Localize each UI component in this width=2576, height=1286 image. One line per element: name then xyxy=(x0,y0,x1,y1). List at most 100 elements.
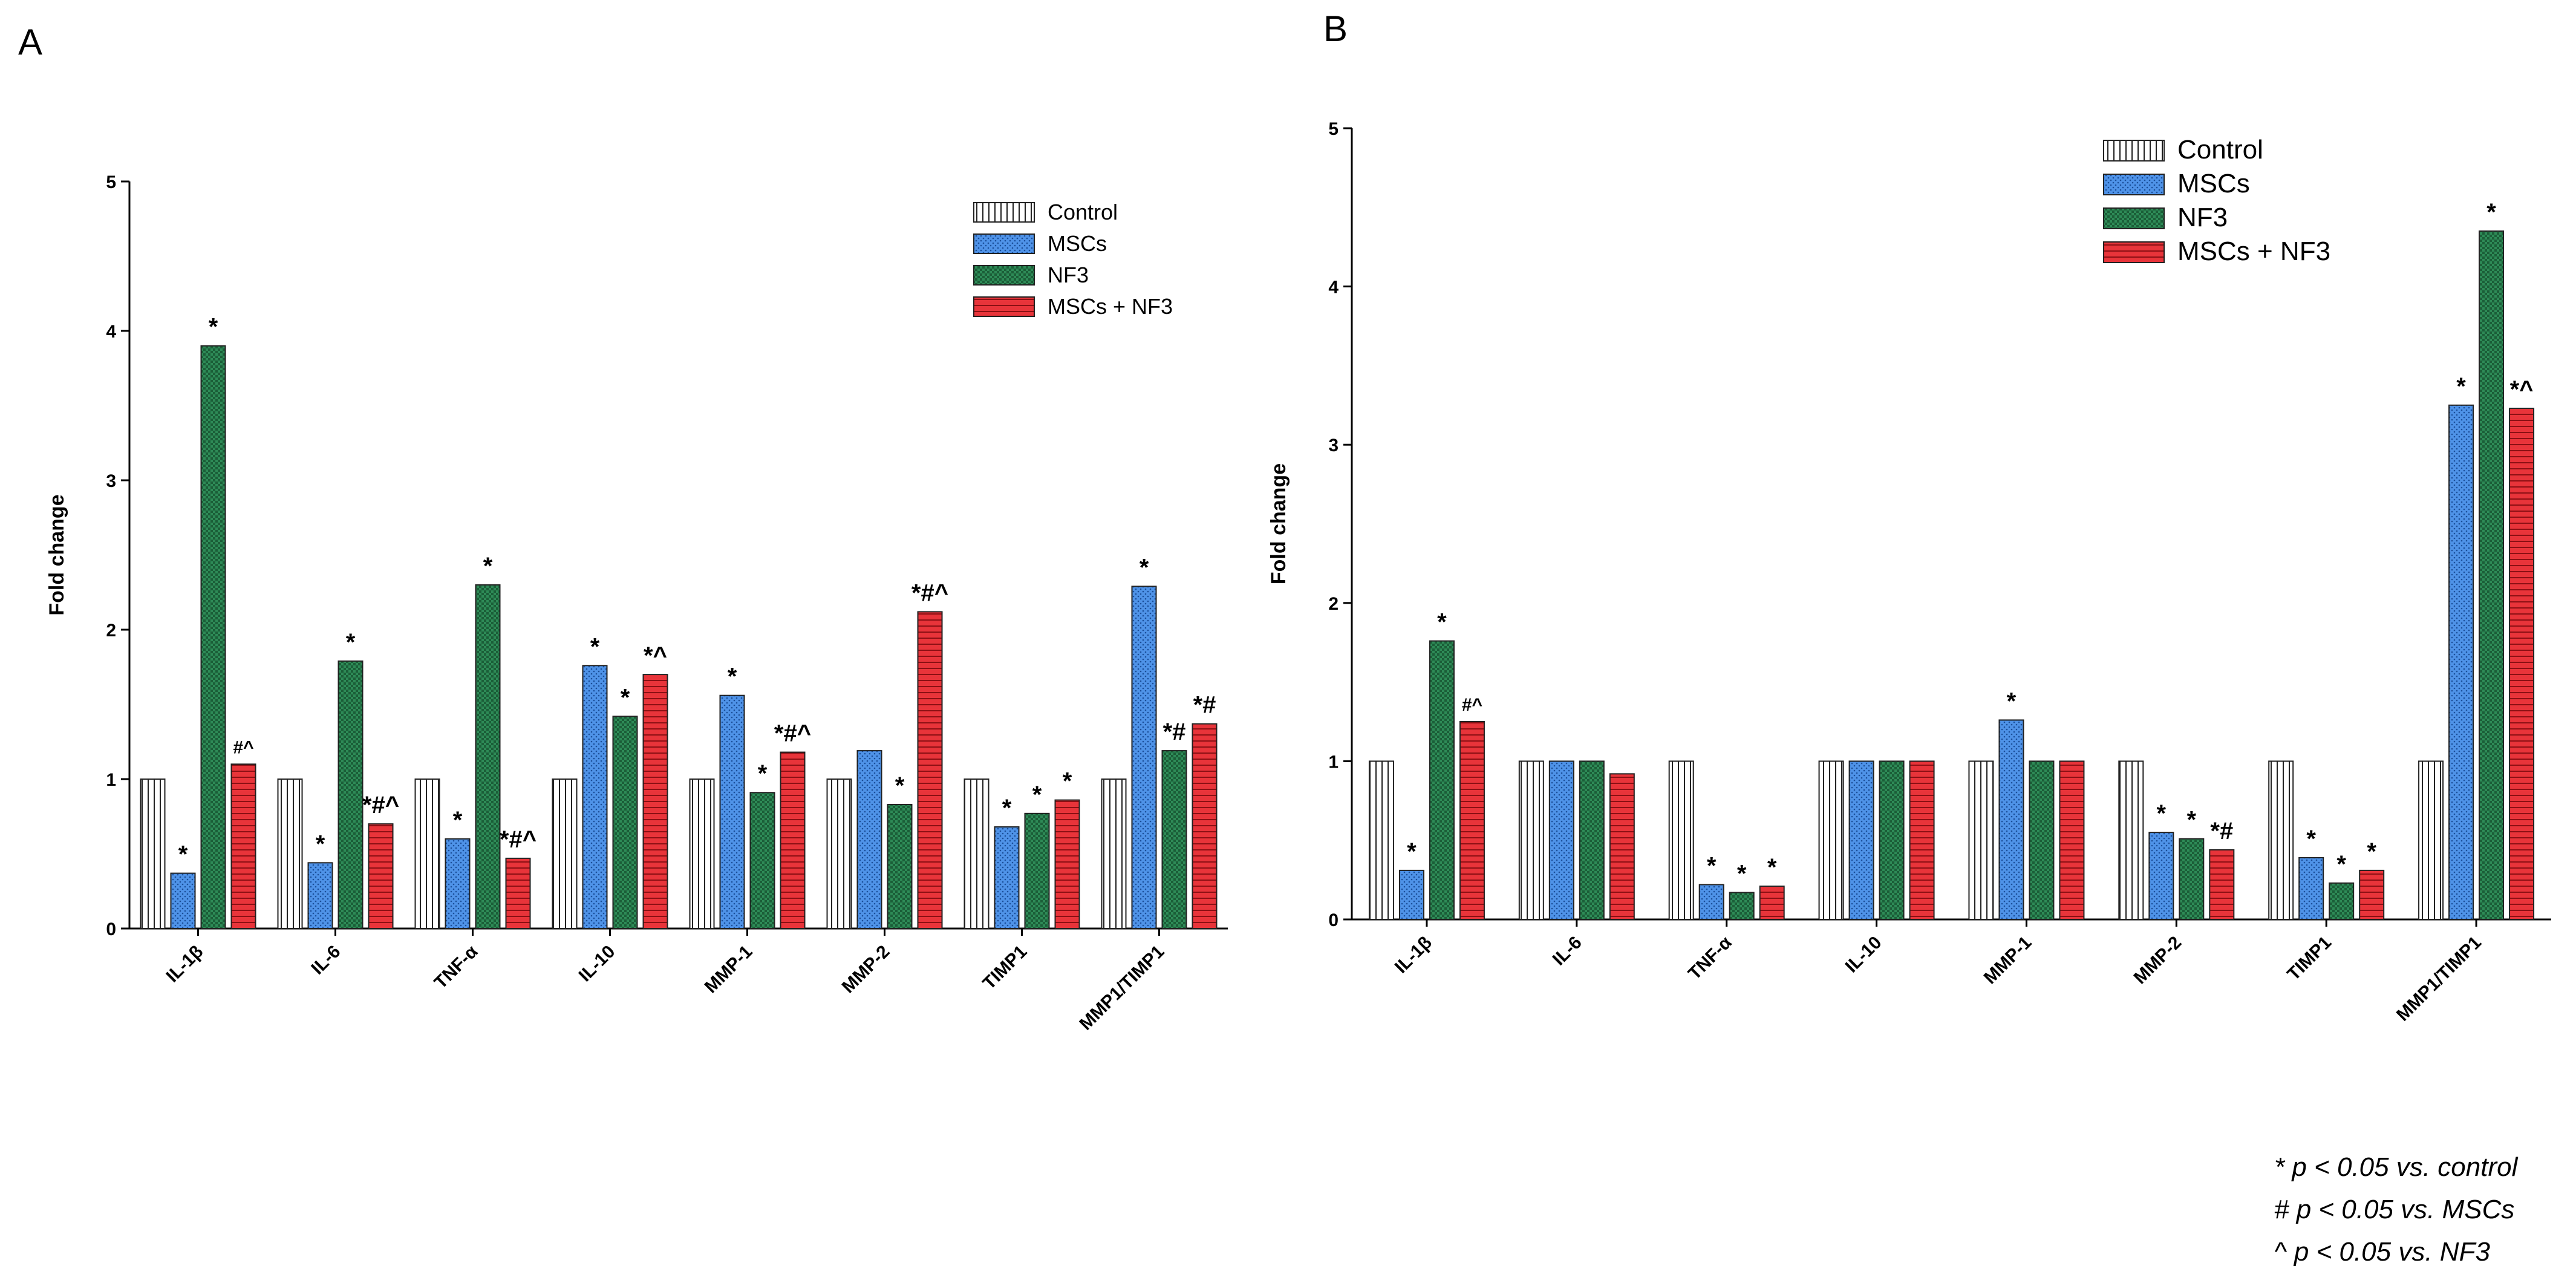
significance-marker: *^ xyxy=(2510,376,2534,403)
category-label: IL-6 xyxy=(1549,933,1586,970)
significance-marker: * xyxy=(621,684,630,711)
legend-swatch-control xyxy=(973,202,1035,223)
y-tick-label: 1 xyxy=(1328,752,1339,772)
legend-label-nf3: NF3 xyxy=(2177,203,2228,232)
significance-marker: * xyxy=(2456,373,2466,400)
bar-combo xyxy=(2359,869,2385,921)
legend-label-combo: MSCs + NF3 xyxy=(1048,294,1173,319)
panel-letter-b: B xyxy=(1323,8,1348,49)
bar-mscs xyxy=(1398,869,1424,921)
bar-control xyxy=(1668,760,1694,921)
bar-mscs xyxy=(307,862,333,929)
significance-marker: * xyxy=(1767,854,1777,881)
bar-combo xyxy=(368,823,394,929)
bar-control xyxy=(277,778,303,929)
y-tick-label: 5 xyxy=(1328,119,1339,139)
bar-nf3 xyxy=(2179,838,2205,920)
bar-control xyxy=(2418,760,2444,921)
significance-marker: * xyxy=(2157,800,2167,827)
bar-combo xyxy=(2059,760,2085,921)
y-axis-label: Fold change xyxy=(45,494,68,615)
bar-nf3 xyxy=(612,716,638,929)
significance-marker: * xyxy=(1737,861,1747,887)
bar-combo xyxy=(1609,773,1635,920)
bar-nf3 xyxy=(2479,230,2505,920)
significance-marker: * xyxy=(2187,807,2197,834)
bar-control xyxy=(1368,760,1394,921)
category-label: MMP-2 xyxy=(2130,933,2186,988)
significance-marker: *#^ xyxy=(774,720,811,747)
y-tick-label: 2 xyxy=(106,621,116,641)
significance-marker: * xyxy=(209,314,218,341)
bar-control xyxy=(2118,760,2144,921)
y-tick-label: 3 xyxy=(1328,436,1339,455)
y-tick-label: 0 xyxy=(106,919,116,939)
bar-nf3 xyxy=(887,803,913,929)
bar-mscs xyxy=(2148,832,2174,920)
bar-nf3 xyxy=(1579,760,1605,921)
legend-swatch-nf3 xyxy=(973,265,1035,286)
significance-marker: * xyxy=(178,841,188,868)
significance-marker: * xyxy=(728,664,737,690)
significance-marker: * xyxy=(1063,768,1072,795)
legend-swatch-combo xyxy=(2103,241,2165,263)
significance-marker: * xyxy=(483,553,493,579)
category-label: IL-1β xyxy=(162,942,207,987)
significance-marker: *# xyxy=(1163,719,1186,745)
bar-control xyxy=(826,778,852,929)
legend-swatch-mscs xyxy=(2103,174,2165,195)
legend-swatch-nf3 xyxy=(2103,207,2165,229)
chart-panel-a: 0 1 2 3 4 5 Fold change IL-1β IL-6 TNF-α IL-10 MMP-… xyxy=(45,172,1228,1034)
category-label: MMP1/TIMP1 xyxy=(2393,933,2485,1025)
significance-marker: * xyxy=(895,772,905,799)
significance-marker: * xyxy=(1407,838,1417,865)
bar-control xyxy=(1518,760,1544,921)
legend-swatch-control xyxy=(2103,140,2165,162)
category-label: TNF-α xyxy=(1684,932,1736,984)
y-tick-label: 0 xyxy=(1328,910,1339,930)
bar-nf3 xyxy=(2029,760,2055,921)
category-label: MMP1/TIMP1 xyxy=(1075,942,1168,1034)
bar-nf3 xyxy=(1879,760,1905,921)
bar-combo xyxy=(1054,799,1080,929)
footnote-nf3: ^ p < 0.05 vs. NF3 xyxy=(2274,1237,2490,1267)
bar-nf3 xyxy=(2329,882,2355,921)
bar-combo xyxy=(642,674,668,929)
bar-nf3 xyxy=(337,660,364,929)
category-label: MMP-1 xyxy=(701,942,757,997)
legend-label-mscs: MSCs xyxy=(2177,169,2250,198)
bar-mscs xyxy=(719,694,745,930)
significance-marker: * xyxy=(2007,688,2017,714)
bar-control xyxy=(964,778,990,929)
footnote-mscs: # p < 0.05 vs. MSCs xyxy=(2274,1195,2515,1224)
bar-mscs xyxy=(1131,586,1157,929)
category-label: MMP-2 xyxy=(838,942,894,997)
footnote-control: * p < 0.05 vs. control xyxy=(2274,1152,2518,1182)
significance-marker: * xyxy=(316,831,325,857)
bar-control xyxy=(1818,760,1844,921)
significance-marker: #^ xyxy=(233,737,253,757)
bar-control xyxy=(552,778,578,929)
category-label: TIMP1 xyxy=(979,942,1031,994)
bar-mscs xyxy=(994,826,1020,930)
significance-marker: * xyxy=(2486,199,2496,226)
legend-label-nf3: NF3 xyxy=(1048,263,1089,287)
bar-nf3 xyxy=(1161,750,1187,929)
category-label: TNF-α xyxy=(431,941,482,993)
bar-combo xyxy=(2509,408,2535,920)
bar-combo xyxy=(1759,886,1785,920)
category-label: IL-6 xyxy=(307,942,344,979)
bar-control xyxy=(414,778,440,929)
legend-label-control: Control xyxy=(2177,135,2263,165)
bar-nf3 xyxy=(200,345,226,929)
significance-marker: * xyxy=(2306,826,2316,852)
bar-combo xyxy=(780,751,806,930)
bar-control xyxy=(2268,760,2294,921)
significance-marker: * xyxy=(2367,838,2376,865)
significance-marker: *#^ xyxy=(362,792,399,818)
significance-marker: *#^ xyxy=(911,579,948,606)
significance-marker: * xyxy=(2336,851,2346,878)
category-label: IL-1β xyxy=(1391,933,1436,978)
panel-letter-a: A xyxy=(18,22,42,62)
legend-label-combo: MSCs + NF3 xyxy=(2177,237,2330,266)
